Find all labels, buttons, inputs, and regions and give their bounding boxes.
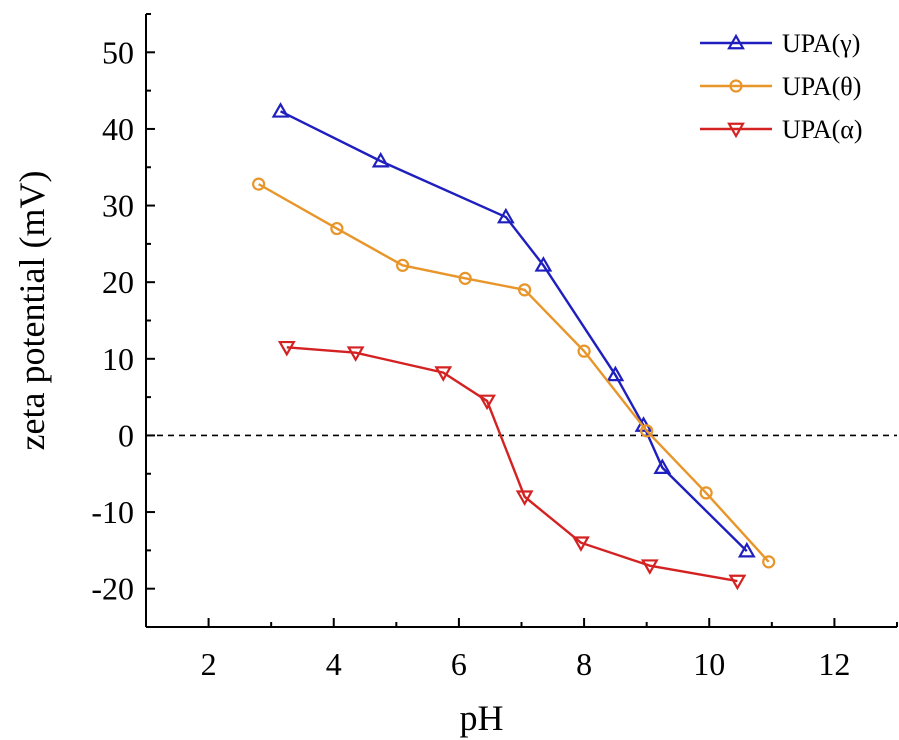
data-point <box>330 221 344 236</box>
x-tick-label: 6 <box>451 646 467 682</box>
legend-marker <box>729 79 743 93</box>
data-point <box>395 258 410 272</box>
series-2 <box>277 340 747 591</box>
x-tick-label: 2 <box>201 646 217 682</box>
legend-label: UPA(γ) <box>782 29 860 58</box>
series-0 <box>271 102 756 558</box>
y-tick-label: 50 <box>102 34 134 70</box>
series-layer <box>252 102 776 591</box>
data-point <box>737 541 756 558</box>
data-point <box>515 490 534 506</box>
data-point <box>606 365 625 382</box>
data-point <box>699 486 713 500</box>
legend-item-0: UPA(γ) <box>700 29 860 58</box>
y-tick-label: 0 <box>118 417 134 453</box>
series-line <box>286 346 738 583</box>
legend-marker <box>727 122 745 139</box>
data-point <box>653 458 672 474</box>
legend-label: UPA(θ) <box>782 72 861 101</box>
series-line <box>280 110 748 552</box>
y-tick-label: -20 <box>91 571 134 607</box>
x-tick-label: 4 <box>326 646 342 682</box>
y-tick-label: 10 <box>102 341 134 377</box>
legend-label: UPA(α) <box>782 115 863 144</box>
data-point <box>577 344 591 358</box>
data-point <box>346 346 365 362</box>
series-line <box>258 183 770 563</box>
data-point <box>371 151 390 168</box>
data-point <box>762 555 776 569</box>
data-point <box>728 574 747 591</box>
y-tick-label: 30 <box>102 188 134 224</box>
x-tick-label: 10 <box>693 646 725 682</box>
legend-item-2: UPA(α) <box>700 115 863 144</box>
data-point <box>496 207 515 224</box>
data-point <box>518 283 532 297</box>
data-point <box>572 536 590 552</box>
data-point <box>640 559 659 575</box>
data-point <box>434 366 453 382</box>
y-tick-label: 20 <box>102 264 134 300</box>
data-point <box>458 271 472 285</box>
axes-layer: 2 4 6 8 10 12 -20 -10 0 10 20 30 40 50 <box>91 13 898 682</box>
y-tick-label: -10 <box>91 494 134 530</box>
x-tick-label: 12 <box>818 646 850 682</box>
series-1 <box>252 177 776 569</box>
y-axis-title: zeta potential (mV) <box>12 171 52 451</box>
data-point <box>252 177 266 191</box>
data-point <box>640 424 654 438</box>
legend-item-1: UPA(θ) <box>700 72 861 101</box>
data-point <box>534 256 553 272</box>
y-tick-label: 40 <box>102 111 134 147</box>
data-point <box>271 102 290 118</box>
data-point <box>478 394 496 411</box>
legend: UPA(γ) UPA(θ) UPA(α) <box>700 29 863 144</box>
x-tick-label: 8 <box>576 646 592 682</box>
x-axis-title: pH <box>460 698 504 738</box>
data-point <box>277 340 296 357</box>
legend-marker <box>727 33 745 50</box>
